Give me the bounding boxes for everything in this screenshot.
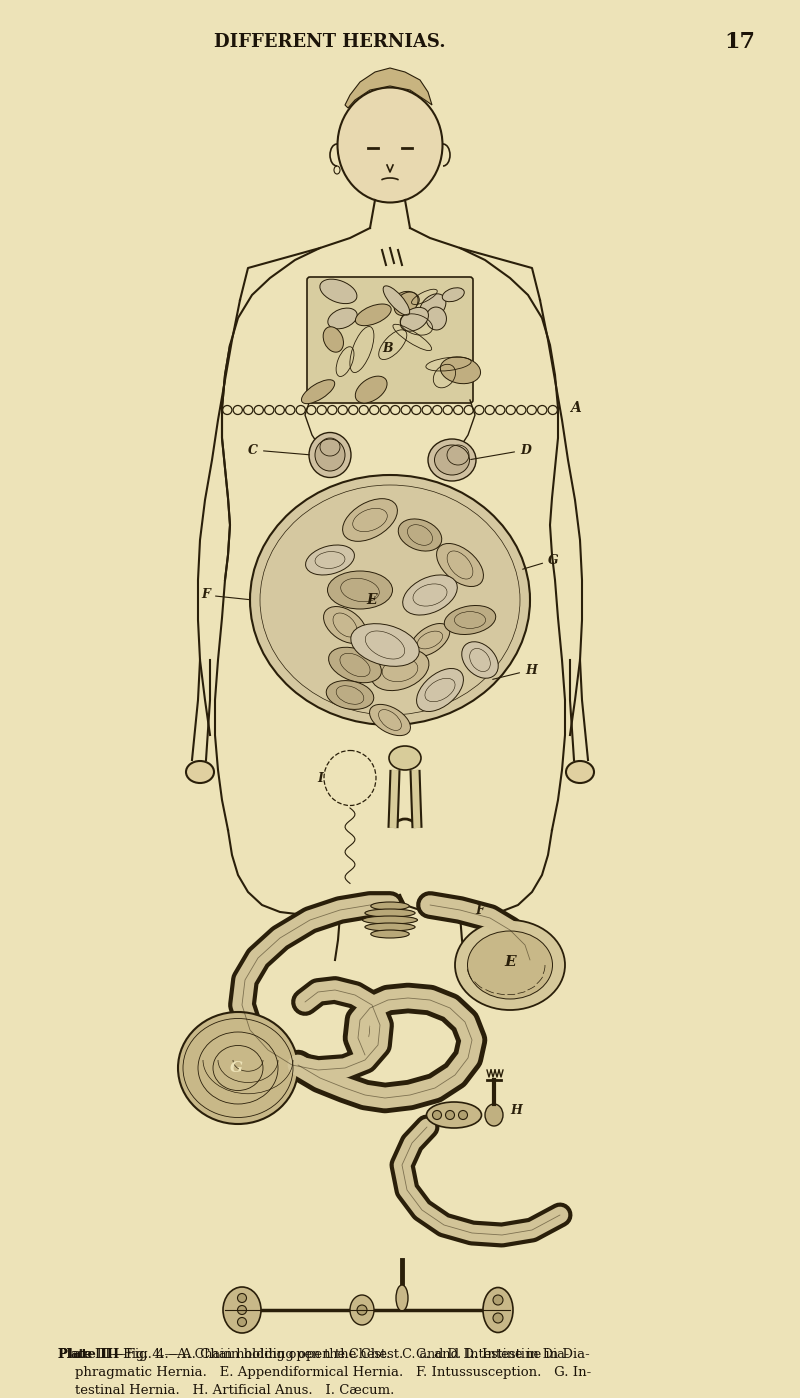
Ellipse shape (326, 681, 374, 709)
Text: H: H (493, 664, 537, 679)
Ellipse shape (309, 432, 351, 478)
Ellipse shape (355, 376, 387, 403)
Ellipse shape (389, 747, 421, 770)
Ellipse shape (338, 88, 442, 203)
Ellipse shape (410, 624, 450, 657)
Ellipse shape (223, 1288, 261, 1334)
Text: F: F (475, 903, 485, 917)
Ellipse shape (371, 650, 429, 691)
Ellipse shape (458, 1110, 467, 1120)
Ellipse shape (350, 1295, 374, 1325)
Ellipse shape (433, 1110, 442, 1120)
Ellipse shape (440, 356, 481, 383)
Ellipse shape (434, 445, 470, 475)
Ellipse shape (238, 1306, 246, 1314)
Ellipse shape (493, 1295, 503, 1304)
Ellipse shape (394, 291, 419, 309)
Ellipse shape (327, 570, 393, 610)
Ellipse shape (250, 475, 530, 726)
Ellipse shape (323, 327, 343, 352)
Ellipse shape (485, 1104, 503, 1125)
Ellipse shape (323, 607, 366, 643)
Ellipse shape (400, 308, 429, 331)
Ellipse shape (467, 931, 553, 1000)
Text: DIFFERENT HERNIAS.: DIFFERENT HERNIAS. (214, 34, 446, 50)
Ellipse shape (383, 285, 410, 315)
Text: D: D (470, 443, 531, 460)
Ellipse shape (320, 280, 357, 303)
Text: 17: 17 (725, 31, 755, 53)
Ellipse shape (396, 1285, 408, 1311)
Ellipse shape (426, 308, 446, 330)
Text: phragmatic Hernia.   E. Appendiformical Hernia.   F. Intussusception.   G. In-: phragmatic Hernia. E. Appendiformical He… (58, 1366, 591, 1378)
Text: C: C (248, 443, 310, 457)
Ellipse shape (238, 1293, 246, 1303)
Ellipse shape (483, 1288, 513, 1332)
Ellipse shape (302, 380, 334, 404)
Ellipse shape (444, 605, 496, 635)
Ellipse shape (357, 1304, 367, 1316)
Ellipse shape (566, 761, 594, 783)
Ellipse shape (417, 668, 463, 712)
Ellipse shape (402, 575, 458, 615)
Ellipse shape (186, 761, 214, 783)
Ellipse shape (426, 1102, 482, 1128)
Ellipse shape (306, 545, 354, 575)
Polygon shape (345, 69, 432, 108)
Text: E: E (504, 955, 516, 969)
Text: Plate III: Plate III (58, 1348, 119, 1362)
Ellipse shape (455, 920, 565, 1009)
Ellipse shape (342, 499, 398, 541)
Ellipse shape (329, 647, 382, 682)
Ellipse shape (365, 923, 415, 931)
Ellipse shape (355, 303, 391, 326)
Text: G: G (230, 1061, 242, 1075)
Ellipse shape (398, 519, 442, 551)
Ellipse shape (428, 439, 476, 481)
Ellipse shape (328, 308, 357, 329)
Text: testinal Hernia.   H. Artificial Anus.   I. Cæcum.: testinal Hernia. H. Artificial Anus. I. … (58, 1384, 394, 1397)
Text: E: E (366, 593, 378, 607)
Text: Plate III—Fig. 4.—A. Chain holding open the Chest.   C. and D. Intestine in Dia-: Plate III—Fig. 4.—A. Chain holding open … (58, 1348, 569, 1362)
Ellipse shape (446, 1110, 454, 1120)
Ellipse shape (238, 1317, 246, 1327)
Ellipse shape (365, 909, 415, 917)
Text: Plate III—Fig. 4.—A. Chain holding open the Chest.   C. and D. Intestine in Dia-: Plate III—Fig. 4.—A. Chain holding open … (58, 1348, 590, 1362)
FancyBboxPatch shape (307, 277, 473, 403)
Ellipse shape (420, 294, 446, 320)
Text: I: I (317, 772, 323, 784)
Ellipse shape (362, 916, 418, 924)
Text: G: G (522, 554, 558, 569)
Ellipse shape (442, 288, 464, 302)
Ellipse shape (493, 1313, 503, 1323)
Ellipse shape (178, 1012, 298, 1124)
Text: H: H (510, 1103, 522, 1117)
Text: B: B (382, 341, 394, 355)
Ellipse shape (370, 930, 410, 938)
Ellipse shape (350, 624, 419, 667)
Text: F: F (201, 589, 250, 601)
Ellipse shape (394, 292, 418, 316)
Ellipse shape (462, 642, 498, 678)
Ellipse shape (315, 439, 345, 471)
Ellipse shape (437, 544, 483, 587)
Text: A: A (570, 401, 581, 415)
Ellipse shape (370, 902, 410, 910)
Ellipse shape (370, 705, 410, 735)
